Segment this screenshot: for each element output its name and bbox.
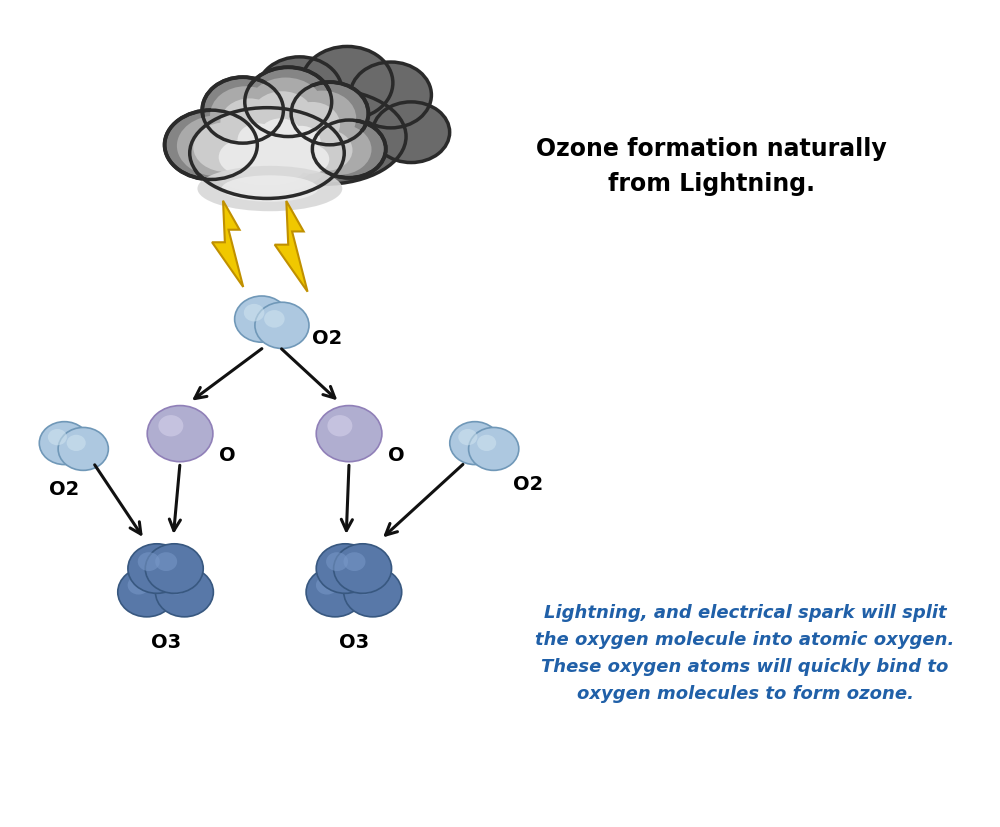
Circle shape xyxy=(306,567,364,617)
Ellipse shape xyxy=(312,121,386,179)
Circle shape xyxy=(165,576,187,595)
Text: O3: O3 xyxy=(339,633,369,652)
Ellipse shape xyxy=(307,125,372,175)
Ellipse shape xyxy=(282,127,321,158)
Circle shape xyxy=(58,428,108,471)
Circle shape xyxy=(138,552,160,571)
Circle shape xyxy=(316,406,382,462)
Circle shape xyxy=(147,406,213,462)
Circle shape xyxy=(316,544,374,594)
Ellipse shape xyxy=(220,99,279,146)
Ellipse shape xyxy=(259,119,302,154)
Circle shape xyxy=(128,544,186,594)
Polygon shape xyxy=(212,202,243,288)
Circle shape xyxy=(145,544,203,594)
Ellipse shape xyxy=(219,141,265,175)
Ellipse shape xyxy=(217,93,315,165)
Circle shape xyxy=(244,304,264,322)
Circle shape xyxy=(354,576,376,595)
Circle shape xyxy=(450,422,500,465)
Circle shape xyxy=(327,416,352,437)
Text: Ozone formation naturally
from Lightning.: Ozone formation naturally from Lightning… xyxy=(536,136,887,196)
Circle shape xyxy=(255,303,309,349)
Circle shape xyxy=(235,297,289,343)
Ellipse shape xyxy=(373,103,450,164)
Ellipse shape xyxy=(165,111,257,180)
Ellipse shape xyxy=(231,140,309,184)
Ellipse shape xyxy=(197,167,342,212)
Ellipse shape xyxy=(211,122,323,187)
Text: O2: O2 xyxy=(312,328,343,347)
Circle shape xyxy=(155,552,177,571)
Text: O2: O2 xyxy=(49,480,79,499)
Ellipse shape xyxy=(302,47,393,120)
Ellipse shape xyxy=(284,103,340,148)
Ellipse shape xyxy=(199,114,335,194)
Circle shape xyxy=(39,422,90,465)
Polygon shape xyxy=(275,202,308,292)
Circle shape xyxy=(316,576,338,595)
Circle shape xyxy=(344,567,402,617)
Ellipse shape xyxy=(177,116,258,177)
Ellipse shape xyxy=(245,68,332,137)
Ellipse shape xyxy=(291,83,368,146)
Ellipse shape xyxy=(300,130,353,172)
Ellipse shape xyxy=(247,79,324,140)
Ellipse shape xyxy=(210,87,281,146)
Text: O2: O2 xyxy=(513,474,544,493)
Text: O3: O3 xyxy=(151,633,181,652)
Ellipse shape xyxy=(193,123,260,173)
Circle shape xyxy=(118,567,176,617)
Circle shape xyxy=(128,576,150,595)
Ellipse shape xyxy=(251,92,314,142)
Ellipse shape xyxy=(293,146,329,174)
Text: O: O xyxy=(219,445,235,464)
Circle shape xyxy=(477,435,496,452)
Ellipse shape xyxy=(222,176,318,203)
Text: Lightning, and electrical spark will split
the oxygen molecule into atomic oxyge: Lightning, and electrical spark will spl… xyxy=(535,603,955,702)
Ellipse shape xyxy=(202,78,283,144)
Circle shape xyxy=(469,428,519,471)
Circle shape xyxy=(67,435,86,452)
Ellipse shape xyxy=(288,92,356,146)
Circle shape xyxy=(48,429,67,446)
Ellipse shape xyxy=(257,58,342,127)
Ellipse shape xyxy=(238,124,278,157)
Circle shape xyxy=(334,544,392,594)
Circle shape xyxy=(326,552,348,571)
Ellipse shape xyxy=(244,90,406,185)
Circle shape xyxy=(158,416,183,437)
Circle shape xyxy=(155,567,213,617)
Ellipse shape xyxy=(190,108,344,199)
Circle shape xyxy=(458,429,477,446)
Text: O: O xyxy=(388,445,404,464)
Circle shape xyxy=(264,311,285,328)
Circle shape xyxy=(343,552,365,571)
Ellipse shape xyxy=(350,63,431,129)
